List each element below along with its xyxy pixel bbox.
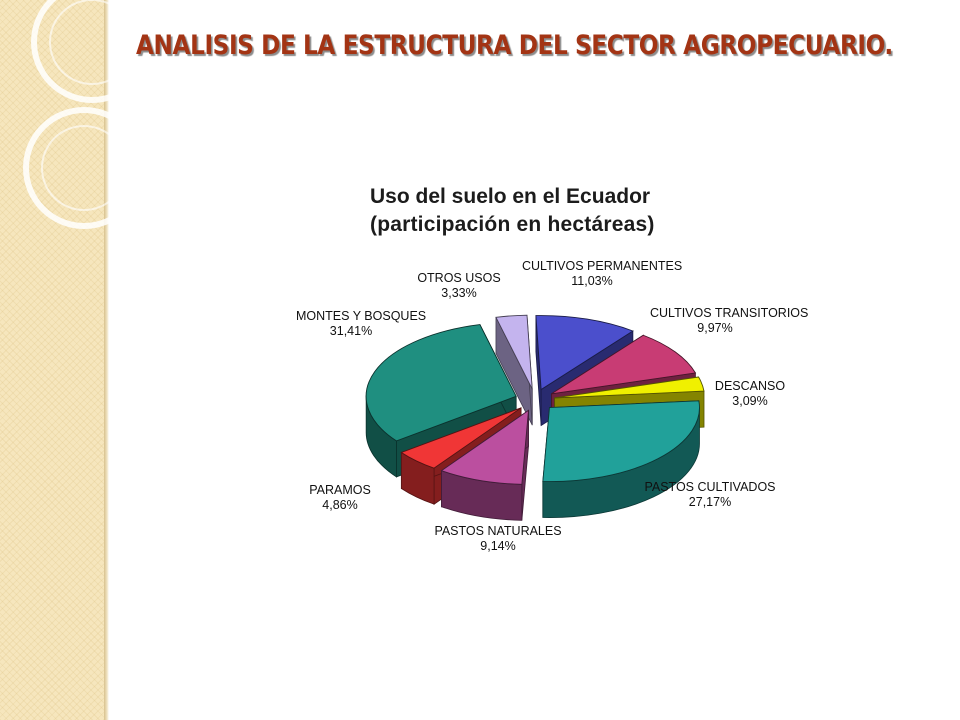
- slice-top: [551, 334, 697, 395]
- pie-slice: [542, 400, 700, 518]
- slice-name: OTROS USOS: [417, 271, 501, 285]
- slide-title: ANALISIS DE LA ESTRUCTURA DEL SECTOR AGR…: [136, 30, 893, 61]
- slice-name: CULTIVOS PERMANENTES: [522, 259, 683, 273]
- label-pastos-cultivados: PASTOS CULTIVADOS 27,17%: [640, 480, 780, 509]
- slice-name: PARAMOS: [309, 483, 371, 497]
- slice-value: 3,09%: [732, 393, 768, 408]
- slice-top: [365, 324, 517, 442]
- slice-top: [495, 314, 533, 390]
- slice-value: 31,41%: [329, 323, 373, 338]
- label-cultivos-permanentes: CULTIVOS PERMANENTES 11,03%: [522, 259, 683, 288]
- pie-plot: [365, 314, 705, 521]
- label-montes-y-bosques: MONTES Y BOSQUES 31,41%: [296, 309, 427, 338]
- chart-subtitle: (participación en hectáreas): [370, 213, 655, 236]
- slice-value: 11,03%: [571, 273, 613, 288]
- chart-title-block: Uso del suelo en el Ecuador (participaci…: [370, 183, 790, 239]
- slice-name: PASTOS CULTIVADOS: [644, 480, 776, 494]
- label-paramos: PARAMOS 4,86%: [292, 483, 388, 512]
- slice-top: [440, 409, 530, 485]
- slice-top: [400, 407, 522, 469]
- slice-name: CULTIVOS TRANSITORIOS: [650, 306, 809, 320]
- label-pastos-naturales: PASTOS NATURALES 9,14%: [428, 524, 568, 553]
- chart-title: Uso del suelo en el Ecuador: [370, 185, 651, 208]
- pie-slice: [440, 409, 530, 521]
- slice-value: 3,33%: [441, 285, 477, 300]
- side-rule: [104, 0, 109, 720]
- slice-value: 4,86%: [322, 497, 358, 512]
- slice-name: MONTES Y BOSQUES: [296, 309, 427, 323]
- pie-slice: [495, 314, 533, 426]
- label-cultivos-transitorios: CULTIVOS TRANSITORIOS 9,97%: [650, 306, 809, 335]
- slice-top: [554, 376, 705, 399]
- slice-name: DESCANSO: [714, 379, 786, 393]
- label-otros-usos: OTROS USOS 3,33%: [394, 271, 524, 300]
- label-descanso: DESCANSO 3,09%: [690, 379, 810, 408]
- slice-name: PASTOS NATURALES: [434, 524, 562, 538]
- slice-value: 9,14%: [480, 538, 516, 553]
- slice-value: 27,17%: [688, 494, 732, 509]
- slice-value: 9,97%: [697, 320, 733, 335]
- slice-top: [542, 400, 700, 483]
- slice-top: [535, 315, 634, 391]
- decorative-rings: [23, 0, 140, 229]
- pie-chart: Uso del suelo en el Ecuador (participaci…: [290, 178, 830, 588]
